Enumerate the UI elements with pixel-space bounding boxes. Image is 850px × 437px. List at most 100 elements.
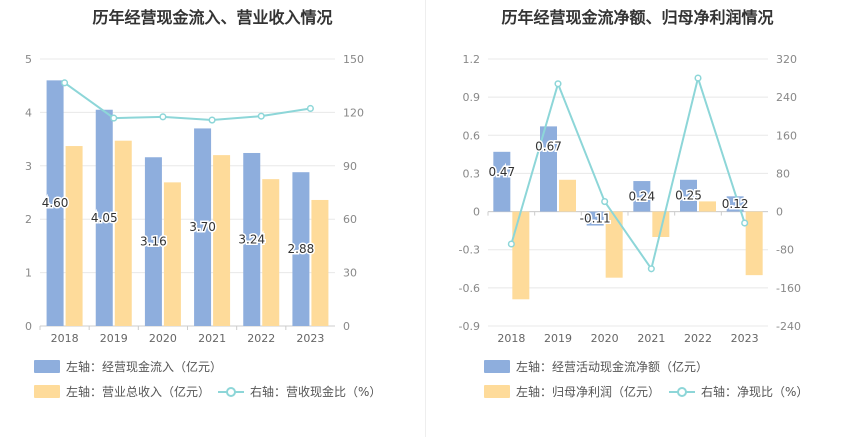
right-axis-tick-label: 240 [776, 91, 797, 104]
x-axis-tick-label: 2018 [51, 332, 79, 345]
right-axis-tick-label: 80 [776, 167, 790, 180]
line-point [208, 116, 216, 124]
legend-label: 左轴：归母净利润（亿元） [516, 385, 661, 399]
bar-series-1 [586, 211, 604, 226]
right-axis-tick-label: -160 [776, 282, 801, 295]
line-point [601, 198, 609, 206]
bar-data-label: 3.24 [238, 232, 265, 246]
right-axis-tick-label: 150 [343, 53, 364, 66]
bar-data-label: 4.05 [91, 211, 118, 225]
bar-series-2 [311, 199, 329, 326]
left-axis-tick-label: -0.6 [459, 282, 480, 295]
line-series-3 [510, 74, 746, 272]
legend-swatch [484, 360, 510, 373]
chart-panel-net-cash-flow: 历年经营现金流净额、归母净利润情况 -0.9 -0.6 -0.3 0 0.3 0.6 0.9… [425, 0, 850, 437]
x-axis-tick-label: 2022 [684, 332, 712, 345]
bar-series-2 [114, 140, 132, 326]
bar-series-2 [745, 211, 763, 276]
bar-series-1 [95, 109, 113, 326]
bar-series-1 [144, 157, 162, 326]
left-axis-tick-label: 5 [25, 53, 32, 66]
bar-series-1 [633, 181, 651, 212]
bar-series-2 [652, 211, 670, 237]
bar-series-2 [559, 179, 576, 212]
right-axis-tick-label: 160 [776, 129, 797, 142]
legend-item-series-1[interactable]: 左轴：经营现金流入（亿元） [34, 358, 222, 375]
x-axis-tick-label: 2021 [637, 332, 665, 345]
bar-series-2 [512, 211, 530, 300]
bar-data-label: 0.67 [535, 139, 562, 153]
chart-panel-cash-inflow: 历年经营现金流入、营业收入情况 0 1 2 3 4 5 0 30 60 90 120 150 2018 2… [25, 8, 381, 400]
bar-series-1 [540, 126, 557, 212]
right-axis-tick-label: -80 [776, 244, 794, 257]
left-axis-tick-label: 4 [25, 106, 32, 119]
x-axis-tick-label: 2019 [544, 332, 572, 345]
chart-svg: 0 1 2 3 4 5 0 30 60 90 120 150 2018 2019 2020 2021 2022 2… [25, 53, 364, 345]
legend-label: 左轴：经营现金流入（亿元） [66, 360, 223, 374]
left-axis-tick-label: 0.9 [463, 91, 481, 104]
x-axis-tick-label: 2023 [296, 332, 324, 345]
left-axis-tick-label: 0 [473, 206, 480, 219]
bar-data-label: 3.70 [189, 220, 216, 234]
line-point [110, 114, 118, 122]
line-point [741, 219, 749, 227]
bar-series-1 [46, 80, 64, 326]
legend-swatch [34, 385, 60, 398]
legend-item-series-3[interactable]: 右轴：净现比（%） [669, 383, 808, 400]
bar-series-2 [163, 182, 181, 326]
bar-data-label: 3.16 [140, 235, 167, 249]
bar-data-label: 0.47 [488, 165, 515, 179]
right-axis-tick-label: 90 [343, 160, 357, 173]
panel-divider [425, 0, 426, 437]
x-axis-tick-label: 2019 [100, 332, 128, 345]
line-point [647, 265, 655, 273]
bar-series-1 [493, 151, 511, 212]
right-axis-tick-label: 320 [776, 53, 797, 66]
left-axis-tick-label: 1.2 [463, 53, 481, 66]
bar-data-label: -0.11 [580, 212, 611, 226]
legend-label: 左轴：营业总收入（亿元） [66, 385, 211, 399]
bar-series-2 [65, 146, 83, 326]
bar-series-1 [680, 179, 697, 212]
left-axis-tick-label: -0.3 [459, 244, 480, 257]
bar-series-1 [194, 128, 212, 326]
right-axis-tick-label: 0 [343, 320, 350, 333]
legend-swatch [34, 360, 60, 373]
x-axis-tick-label: 2022 [247, 332, 275, 345]
bar-data-label: 4.60 [42, 196, 69, 210]
legend-item-series-3[interactable]: 右轴：营收现金比（%） [218, 383, 381, 400]
chart-title: 历年经营现金流净额、归母净利润情况 [501, 8, 774, 27]
left-axis-tick-label: 0.6 [463, 129, 481, 142]
line-series-3 [64, 82, 311, 122]
legend-item-series-1[interactable]: 左轴：经营活动现金流净额（亿元） [484, 358, 708, 375]
left-axis-tick-label: 2 [25, 213, 32, 226]
left-axis-tick-label: 3 [25, 160, 32, 173]
bar-data-label: 2.88 [288, 242, 315, 256]
bar-series-2 [213, 155, 231, 326]
line-point [159, 113, 167, 121]
left-axis-tick-label: 1 [25, 267, 32, 280]
legend-item-series-2[interactable]: 左轴：归母净利润（亿元） [484, 383, 660, 400]
line-point [61, 79, 69, 87]
left-axis-tick-label: 0.3 [463, 167, 481, 180]
line-point [257, 112, 265, 120]
x-axis-tick-label: 2023 [731, 332, 759, 345]
bar-series-1 [292, 172, 310, 326]
x-axis-tick-label: 2021 [198, 332, 226, 345]
x-axis-tick-label: 2018 [497, 332, 525, 345]
legend-line-marker-icon [218, 385, 244, 398]
left-axis-tick-label: 0 [25, 320, 32, 333]
legend-label: 右轴：营收现金比（%） [250, 385, 382, 399]
legend-swatch [484, 385, 510, 398]
right-axis-tick-label: 60 [343, 213, 357, 226]
legend-label: 左轴：经营活动现金流净额（亿元） [516, 360, 709, 374]
right-axis-tick-label: 120 [343, 106, 364, 119]
line-point [507, 240, 515, 248]
x-axis-tick-label: 2020 [149, 332, 177, 345]
line-point [694, 74, 702, 82]
right-axis-tick-label: 30 [343, 267, 357, 280]
line-point [554, 80, 562, 88]
line-point [306, 104, 314, 113]
legend-item-series-2[interactable]: 左轴：营业总收入（亿元） [34, 383, 210, 400]
